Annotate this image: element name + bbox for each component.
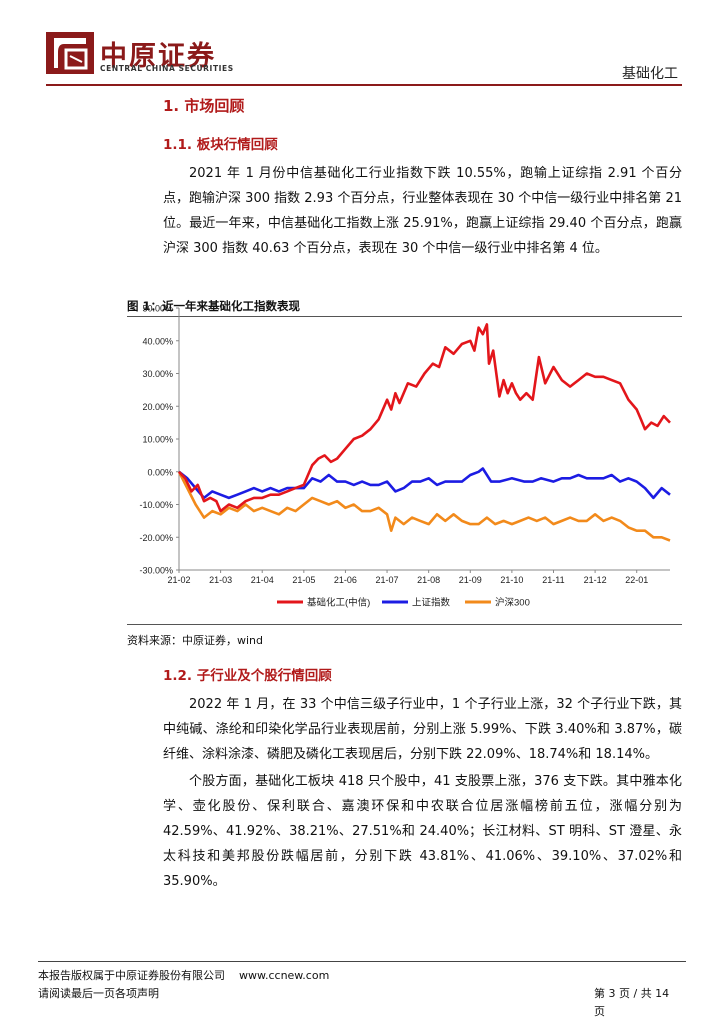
legend-label: 基础化工(中信)	[307, 597, 370, 609]
page-number: 第 3 页 / 共 14	[594, 987, 670, 1000]
y-tick-label: 20.00%	[142, 402, 173, 412]
y-tick-label: -30.00%	[139, 566, 173, 576]
page-number-cont: 页	[594, 1005, 605, 1018]
x-tick-label: 22-01	[625, 575, 648, 585]
series-line	[178, 323, 671, 513]
y-tick-label: -20.00%	[139, 533, 173, 543]
figure-title: 图 1：近一年来基础化工指数表现	[127, 299, 301, 313]
y-tick-label: 10.00%	[142, 435, 173, 445]
x-tick-label: 21-09	[459, 575, 482, 585]
legend-label: 沪深300	[495, 597, 530, 609]
series-line	[178, 467, 671, 500]
subsection-title-sub-industry-review: 1.2. 子行业及个股行情回顾	[163, 668, 332, 684]
x-tick-label: 21-08	[417, 575, 440, 585]
x-tick-label: 21-03	[209, 575, 232, 585]
sector-label: 基础化工	[622, 66, 678, 82]
sub-industry-paragraph: 2022 年 1 月，在 33 个中信三级子行业中，1 个子行业上涨，32 个子…	[163, 692, 682, 767]
section-title-market-review: 1. 市场回顾	[163, 97, 245, 115]
x-tick-label: 21-04	[251, 575, 274, 585]
footer-copyright: 本报告版权属于中原证券股份有限公司 www.ccnew.com	[38, 967, 329, 983]
website-link[interactable]: www.ccnew.com	[239, 969, 330, 982]
copyright-text: 本报告版权属于中原证券股份有限公司	[38, 969, 225, 982]
logo-text-en: CENTRAL CHINA SECURITIES	[100, 64, 234, 73]
header-divider	[46, 84, 682, 86]
x-axis-labels: 21-02 21-03 21-04 21-05 21-06 21-07 21-08 21-09…	[167, 570, 648, 585]
y-tick-label: 0.00%	[147, 467, 173, 477]
y-tick-label: 30.00%	[142, 369, 173, 379]
figure-source: 资料来源：中原证券，wind	[127, 634, 264, 647]
paragraph-text: 2022 年 1 月，在 33 个中信三级子行业中，1 个子行业上涨，32 个子…	[163, 697, 682, 762]
index-performance-chart: 50.00% 40.00% 30.00% 20.00% 10.00% 0.00% -10.0…	[139, 304, 671, 609]
x-tick-label: 21-05	[292, 575, 315, 585]
footer-divider	[38, 961, 686, 962]
x-tick-label: 21-07	[376, 575, 399, 585]
x-tick-label: 21-02	[167, 575, 190, 585]
x-tick-label: 21-06	[334, 575, 357, 585]
series-lines	[177, 323, 671, 542]
footer-disclaimer: 请阅读最后一页各项声明	[38, 987, 159, 1000]
y-axis-labels: 50.00% 40.00% 30.00% 20.00% 10.00% 0.00% -10.0…	[139, 304, 179, 576]
x-tick-label: 21-10	[500, 575, 523, 585]
company-logo-icon	[46, 32, 94, 74]
paragraph-text: 个股方面，基础化工板块 418 只个股中，41 支股票上涨，376 支下跌。其中…	[163, 774, 682, 889]
paragraph-text: 2021 年 1 月份中信基础化工行业指数下跌 10.55%，跑输上证综指 2.…	[163, 166, 682, 256]
x-tick-label: 21-11	[542, 575, 564, 585]
series-line	[177, 471, 671, 542]
y-tick-label: 50.00%	[142, 304, 173, 314]
figure-top-rule	[127, 316, 682, 317]
figure-bottom-rule	[127, 624, 682, 625]
chart-legend: 基础化工(中信) 上证指数 沪深300	[277, 597, 530, 609]
subsection-title-sector-review: 1.1. 板块行情回顾	[163, 137, 278, 153]
y-tick-label: -10.00%	[139, 500, 173, 510]
sector-review-paragraph: 2021 年 1 月份中信基础化工行业指数下跌 10.55%，跑输上证综指 2.…	[163, 161, 682, 261]
legend-label: 上证指数	[412, 597, 451, 609]
logo-text-cn: 中原证券	[100, 41, 216, 72]
stock-review-paragraph: 个股方面，基础化工板块 418 只个股中，41 支股票上涨，376 支下跌。其中…	[163, 769, 682, 894]
x-tick-label: 21-12	[584, 575, 607, 585]
y-tick-label: 40.00%	[142, 336, 173, 346]
